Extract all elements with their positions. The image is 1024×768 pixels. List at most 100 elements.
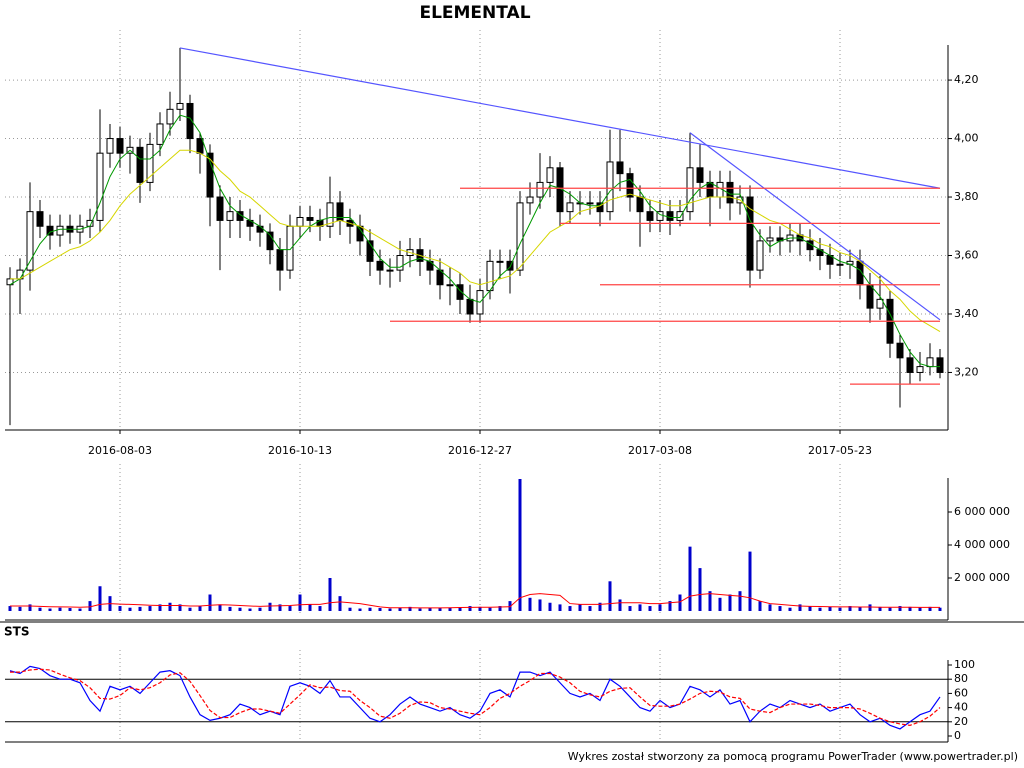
candle-body (906, 357, 914, 373)
volume-bar (148, 606, 152, 611)
volume-bar (218, 604, 222, 611)
volume-bar (658, 604, 662, 611)
candle-body (516, 202, 524, 271)
candle-body (56, 225, 64, 236)
volume-bar (238, 607, 242, 611)
volume-bar (548, 602, 552, 611)
volume-bar (608, 581, 612, 611)
volume-bar (828, 606, 832, 611)
candle-body (586, 202, 594, 205)
candle-body (526, 196, 534, 204)
volume-bar (588, 606, 592, 611)
candle-body (836, 263, 844, 266)
volume-bar (58, 607, 62, 611)
y-tick-label: 20 (954, 715, 968, 728)
volume-bar (328, 578, 332, 611)
volume-bar (288, 606, 292, 611)
candle-body (746, 196, 754, 271)
candle-body (566, 202, 574, 213)
candle-body (896, 342, 904, 359)
candle-body (446, 284, 454, 287)
candle-body (176, 102, 184, 110)
volume-bar (448, 607, 452, 611)
candle-body (96, 152, 104, 221)
volume-bar (428, 607, 432, 611)
volume-bar (68, 608, 72, 611)
y-tick-label: 3,20 (954, 365, 979, 378)
volume-bar (338, 596, 342, 611)
volume-bar (208, 594, 212, 611)
volume-bar (248, 608, 252, 611)
volume-bar (438, 608, 442, 611)
volume-bar (568, 606, 572, 611)
candle-body (146, 143, 154, 183)
volume-bar (758, 601, 762, 611)
candle-body (696, 167, 704, 183)
candle-body (36, 211, 44, 227)
volume-bar (158, 604, 162, 611)
volume-bar (838, 607, 842, 611)
y-tick-label: 4,20 (954, 73, 979, 86)
volume-bar (808, 606, 812, 611)
volume-bar (718, 597, 722, 611)
candle-body (136, 146, 144, 183)
candle-body (626, 173, 634, 198)
candle-body (26, 211, 34, 271)
candle-body (396, 255, 404, 271)
volume-bar (98, 586, 102, 611)
candle-body (286, 225, 294, 271)
volume-bar (558, 604, 562, 611)
series-line (10, 593, 940, 609)
candle-body (266, 231, 274, 251)
volume-bar (478, 606, 482, 611)
candle-body (376, 260, 384, 271)
candle-body (186, 102, 194, 140)
candle-body (486, 260, 494, 292)
candle-body (106, 138, 114, 154)
candle-body (256, 225, 264, 233)
volume-bar (688, 546, 692, 611)
trend-line (689, 132, 941, 321)
candle-body (596, 202, 604, 213)
volume-bar (388, 608, 392, 611)
volume-bar (168, 602, 172, 611)
volume-bar (458, 607, 462, 611)
candle-body (166, 108, 174, 125)
y-tick-label: 3,80 (954, 190, 979, 203)
volume-bar (28, 604, 32, 611)
candle-body (196, 138, 204, 154)
candle-body (546, 167, 554, 183)
volume-bar (348, 607, 352, 611)
candle-body (306, 216, 314, 221)
volume-bar (468, 606, 472, 611)
series-line (10, 668, 941, 726)
footer: Wykres został stworzony za pomocą progra… (568, 750, 1018, 763)
y-tick-label: 40 (954, 701, 968, 714)
volume-bar (398, 607, 402, 611)
candle-body (216, 196, 224, 221)
volume-bar (618, 599, 622, 611)
candle-body (866, 284, 874, 309)
volume-bar (628, 606, 632, 611)
volume-bar (198, 606, 202, 611)
y-tick-label: 4,00 (954, 132, 979, 145)
trend-line (179, 47, 941, 189)
y-tick-label: 80 (954, 672, 968, 685)
volume-bar (748, 551, 752, 611)
volume-bar (498, 606, 502, 611)
volume-bar (778, 606, 782, 611)
candle-body (656, 211, 664, 221)
candle-body (756, 240, 764, 271)
candle-body (936, 357, 944, 373)
volume-bar (8, 606, 12, 611)
volume-bar (928, 606, 932, 611)
candle-body (276, 249, 284, 271)
y-tick-label: 100 (954, 658, 975, 671)
volume-bar (868, 604, 872, 611)
volume-bar (48, 608, 52, 611)
x-tick-label: 2017-03-08 (628, 444, 692, 457)
volume-bar (908, 606, 912, 611)
x-tick-label: 2016-10-13 (268, 444, 332, 457)
y-tick-label: 0 (954, 729, 961, 742)
